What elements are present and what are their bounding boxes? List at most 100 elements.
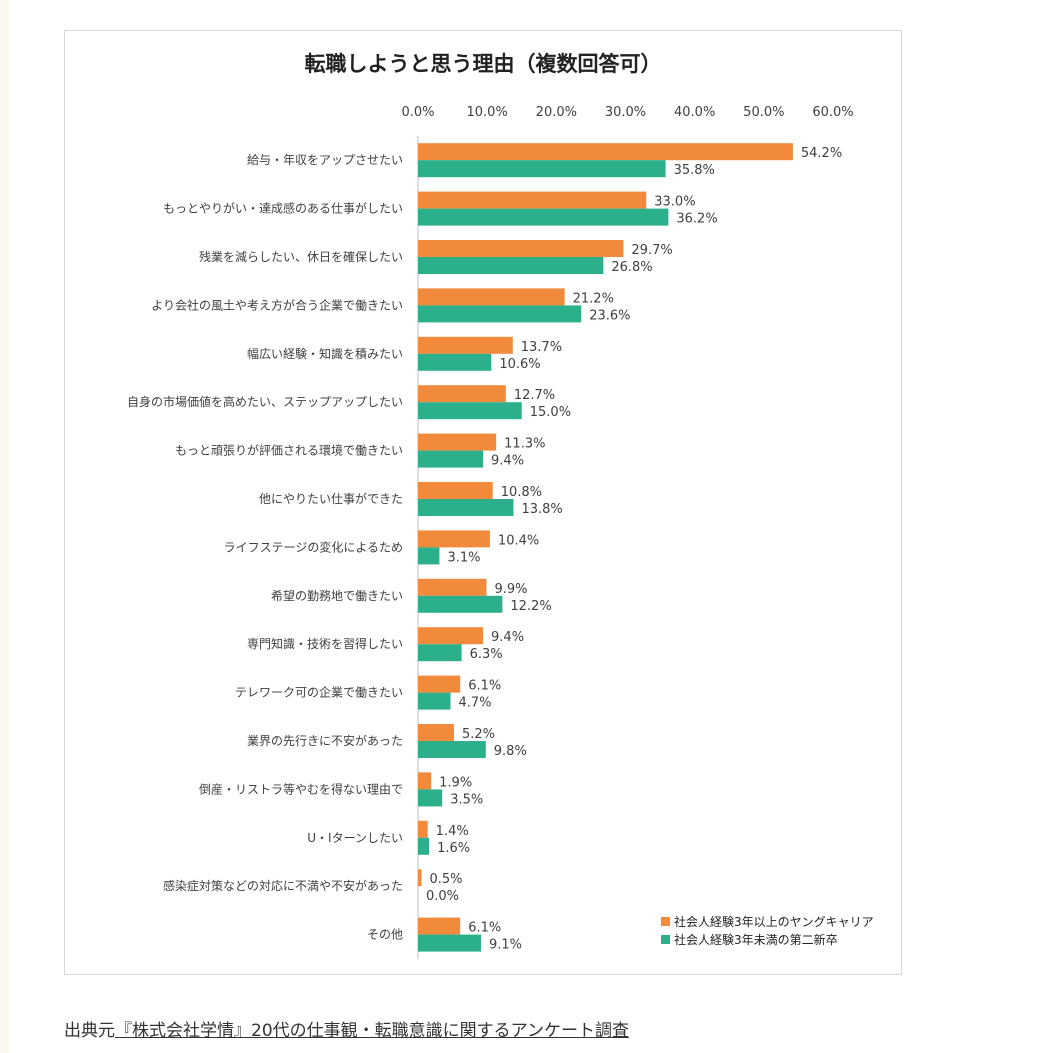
bar-series-a bbox=[418, 675, 461, 693]
data-label: 36.2% bbox=[676, 212, 717, 227]
data-label: 13.8% bbox=[521, 502, 562, 517]
bar-series-a bbox=[418, 482, 493, 499]
bar-series-b bbox=[418, 741, 486, 758]
bar-series-a bbox=[418, 143, 793, 161]
bar-series-b bbox=[418, 644, 462, 662]
data-label: 6.1% bbox=[468, 679, 501, 694]
x-tick-label: 20.0% bbox=[536, 105, 577, 120]
bar-series-b bbox=[418, 499, 514, 516]
x-tick-label: 10.0% bbox=[467, 105, 508, 120]
source-citation: 出典元『株式会社学情』20代の仕事観・転職意識に関するアンケート調査 bbox=[64, 1016, 629, 1041]
category-label: もっとやりがい・達成感のある仕事がしたい bbox=[163, 201, 403, 216]
chart-title: 転職しようと思う理由（複数回答可） bbox=[304, 52, 662, 76]
x-tick-label: 40.0% bbox=[674, 105, 715, 120]
x-tick-label: 0.0% bbox=[401, 105, 434, 120]
data-label: 11.3% bbox=[504, 437, 545, 452]
data-label: 29.7% bbox=[631, 243, 672, 258]
bar-series-b bbox=[418, 160, 666, 178]
legend-swatch bbox=[661, 917, 670, 926]
page-margin-strip bbox=[0, 0, 9, 1053]
bar-series-b bbox=[418, 934, 481, 952]
category-label: U・Iターンしたい bbox=[307, 831, 403, 845]
data-label: 6.1% bbox=[468, 921, 501, 936]
data-label: 1.9% bbox=[439, 775, 472, 790]
category-label: 業界の先行きに不安があった bbox=[247, 733, 403, 748]
bar-series-b bbox=[418, 547, 440, 565]
bar-series-a bbox=[418, 627, 484, 645]
data-label: 33.0% bbox=[654, 195, 695, 210]
data-label: 9.4% bbox=[491, 630, 524, 645]
category-label: ライフステージの変化によるため bbox=[224, 539, 403, 554]
bar-series-b bbox=[418, 353, 492, 371]
category-label: 幅広い経験・知識を積みたい bbox=[247, 346, 403, 361]
bar-series-a bbox=[418, 578, 487, 596]
category-label: もっと頑張りが評価される環境で働きたい bbox=[175, 443, 403, 458]
bar-series-b bbox=[418, 789, 443, 807]
bar-series-a bbox=[418, 191, 647, 209]
data-label: 5.2% bbox=[462, 727, 495, 742]
bar-series-a bbox=[418, 869, 422, 887]
category-label: 専門知識・技術を習得したい bbox=[247, 636, 403, 651]
category-label: 希望の勤務地で働きたい bbox=[271, 588, 403, 603]
bar-series-a bbox=[418, 240, 624, 257]
data-label: 6.3% bbox=[470, 647, 503, 662]
category-label: その他 bbox=[367, 928, 403, 942]
data-label: 4.7% bbox=[459, 696, 492, 711]
bar-series-b bbox=[418, 595, 503, 613]
bar-chart: 0.0% 10.0% 20.0% 30.0% 40.0% 50.0% 60.0% 給与・年収を… bbox=[127, 105, 874, 959]
data-label: 9.4% bbox=[491, 454, 524, 469]
data-label: 9.8% bbox=[494, 744, 527, 759]
x-tick-label: 30.0% bbox=[605, 105, 646, 120]
data-label: 15.0% bbox=[530, 405, 571, 420]
data-label: 35.8% bbox=[674, 163, 715, 178]
data-label: 9.9% bbox=[494, 582, 527, 597]
bar-series-b bbox=[418, 257, 604, 274]
source-prefix: 出典元 bbox=[64, 1021, 115, 1041]
bar-series-a bbox=[418, 288, 565, 306]
category-label: 自身の市場価値を高めたい、ステップアップしたい bbox=[127, 394, 403, 409]
bar-series-a bbox=[418, 336, 513, 354]
data-label: 0.5% bbox=[429, 872, 462, 887]
x-tick-label: 60.0% bbox=[812, 105, 853, 120]
category-label: 感染症対策などの対応に不満や不安があった bbox=[163, 878, 403, 893]
x-tick-label: 50.0% bbox=[743, 105, 784, 120]
bar-series-a bbox=[418, 772, 432, 790]
bar-series-a bbox=[418, 385, 506, 403]
bar-series-b bbox=[418, 305, 582, 323]
category-label: より会社の風土や考え方が合う企業で働きたい bbox=[151, 297, 403, 312]
bar-series-b bbox=[418, 450, 484, 468]
data-label: 12.7% bbox=[514, 388, 555, 403]
data-label: 10.6% bbox=[499, 357, 540, 372]
bar-series-b bbox=[418, 402, 522, 420]
data-label: 13.7% bbox=[521, 340, 562, 355]
bar-series-a bbox=[418, 917, 461, 935]
legend-label: 社会人経験3年以上のヤングキャリア bbox=[674, 914, 874, 929]
bar-series-a bbox=[418, 433, 497, 451]
category-label: 給与・年収をアップさせたい bbox=[247, 153, 403, 167]
data-label: 54.2% bbox=[801, 146, 842, 161]
category-label: 残業を減らしたい、休日を確保したい bbox=[199, 249, 403, 264]
data-label: 3.1% bbox=[447, 550, 480, 565]
source-link[interactable]: 『株式会社学情』20代の仕事観・転職意識に関するアンケート調査 bbox=[115, 1021, 629, 1041]
legend-swatch bbox=[661, 935, 670, 944]
data-label: 21.2% bbox=[573, 291, 614, 306]
bar-series-b bbox=[418, 837, 430, 855]
category-label: 倒産・リストラ等やむを得ない理由で bbox=[199, 781, 403, 796]
bar-series-a bbox=[418, 724, 454, 741]
bar-series-a bbox=[418, 820, 428, 838]
data-label: 0.0% bbox=[426, 889, 459, 904]
data-label: 1.6% bbox=[437, 841, 470, 856]
category-label: テレワーク可の企業で働きたい bbox=[235, 685, 403, 700]
category-label: 他にやりたい仕事ができた bbox=[259, 491, 403, 506]
bar-series-a bbox=[418, 530, 490, 548]
data-label: 26.8% bbox=[611, 260, 652, 275]
data-label: 9.1% bbox=[489, 938, 522, 953]
data-label: 23.6% bbox=[589, 308, 630, 323]
bar-series-b bbox=[418, 208, 669, 226]
data-label: 10.8% bbox=[501, 485, 542, 500]
data-label: 10.4% bbox=[498, 533, 539, 548]
data-label: 12.2% bbox=[510, 599, 551, 614]
bar-series-b bbox=[418, 692, 451, 710]
data-label: 3.5% bbox=[450, 792, 483, 807]
legend-label: 社会人経験3年未満の第二新卒 bbox=[674, 932, 838, 947]
